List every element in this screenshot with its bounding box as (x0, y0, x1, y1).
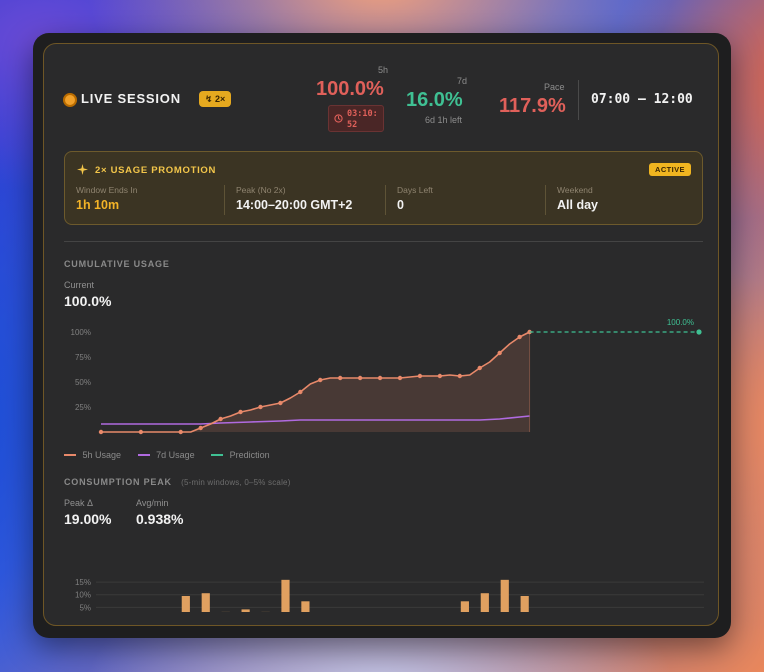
days-left-label: Days Left (397, 185, 433, 195)
five-hour-point (527, 329, 532, 335)
y-tick-label: 10% (75, 591, 91, 600)
legend-label-7d: 7d Usage (156, 449, 195, 460)
promotion-title: 2× USAGE PROMOTION (95, 165, 217, 176)
five-hour-point (238, 409, 243, 415)
promo-divider (385, 185, 386, 215)
sparkle-icon (77, 164, 88, 175)
current-label: Current (64, 280, 95, 290)
peak-delta-value: 19.00% (64, 511, 112, 527)
consumption-bar (281, 579, 290, 612)
session-time-range: 07:00 – 12:00 (591, 92, 693, 107)
y-tick-label: 50% (75, 378, 91, 387)
timer-line-1: 03:10: (347, 109, 378, 119)
consumption-peak-subtitle: (5-min windows, 0–5% scale) (181, 478, 291, 487)
five-hour-point (258, 404, 263, 410)
window-ends-value: 1h 10m (76, 198, 120, 212)
five-hour-point (318, 377, 323, 383)
consumption-bar (301, 601, 310, 612)
promo-divider (224, 185, 225, 215)
five-hour-point (517, 334, 522, 340)
five-hour-point (198, 425, 203, 431)
five-hour-point (278, 400, 283, 406)
section-divider (64, 241, 703, 242)
clock-icon (334, 114, 343, 123)
cumulative-usage-title: CUMULATIVE USAGE (64, 259, 170, 269)
five-hour-point (178, 429, 183, 435)
legend-swatch-prediction (211, 453, 224, 456)
avg-per-min-value: 0.938% (136, 511, 184, 527)
promotion-card: 2× USAGE PROMOTION ACTIVE Window Ends In… (64, 151, 703, 225)
y-tick-label: 75% (75, 353, 91, 362)
consumption-bar (241, 609, 250, 612)
weekend-label: Weekend (557, 185, 593, 195)
live-status-icon (63, 93, 77, 107)
consumption-bar (201, 593, 210, 612)
five-hour-point (397, 375, 403, 381)
consumption-bar (460, 601, 469, 612)
peak-label: Peak (No 2x) (236, 185, 286, 195)
pace-value: 117.9% (499, 95, 566, 117)
y-tick-label: 100% (71, 328, 91, 337)
usage-panel: LIVE SESSION ↯ 2× 5h 100.0% 03:10: 52 7d… (33, 33, 731, 638)
legend-label-5h: 5h Usage (82, 449, 122, 460)
days-left-value: 0 (397, 198, 404, 212)
five-hour-point (437, 373, 443, 379)
legend-swatch-5h (64, 453, 76, 456)
consumption-bar (480, 593, 489, 612)
seven-day-label: 7d (457, 76, 468, 86)
window-ends-label: Window Ends In (76, 185, 138, 195)
consumption-peak-chart: 5%10%15%07:0008:1509:3010:4512:00 (75, 578, 704, 612)
five-hour-point (417, 373, 423, 379)
consumption-bar (181, 596, 190, 612)
five-hour-point (298, 389, 303, 395)
reset-timer-badge: 03:10: 52 (328, 105, 384, 132)
y-tick-label: 25% (75, 403, 91, 412)
live-session-label: LIVE SESSION (81, 91, 181, 106)
five-hour-point (477, 365, 482, 371)
five-hour-value: 100.0% (316, 78, 384, 100)
seven-day-remaining: 6d 1h left (425, 115, 463, 125)
five-hour-point (377, 375, 383, 381)
seven-day-value: 16.0% (406, 89, 463, 111)
chart-legend: 5h Usage 7d Usage Prediction (64, 449, 270, 460)
consumption-bar (500, 579, 509, 612)
five-hour-point (218, 416, 223, 422)
promo-divider (545, 185, 546, 215)
five-hour-point (457, 373, 462, 379)
peak-value: 14:00–20:00 GMT+2 (236, 198, 353, 212)
legend-swatch-7d (137, 453, 150, 456)
usage-panel-inner: LIVE SESSION ↯ 2× 5h 100.0% 03:10: 52 7d… (43, 43, 719, 626)
five-hour-point (98, 429, 104, 435)
prediction-end-point (696, 329, 702, 335)
five-hour-point (497, 350, 502, 356)
avg-per-min-label: Avg/min (136, 498, 169, 508)
y-tick-label: 5% (79, 603, 91, 612)
multiplier-badge: ↯ 2× (199, 91, 232, 107)
weekend-value: All day (557, 198, 598, 212)
consumption-peak-title: CONSUMPTION PEAK (5-min windows, 0–5% sc… (64, 477, 291, 487)
five-hour-point (357, 375, 363, 381)
prediction-end-label: 100.0% (667, 318, 694, 327)
legend-label-prediction: Prediction (229, 449, 270, 460)
five-hour-point (138, 429, 144, 435)
cumulative-usage-chart: 25%50%75%100%07:0008:1509:3010:4512:0010… (71, 318, 702, 435)
five-hour-label: 5h (378, 65, 389, 75)
header-divider (578, 80, 579, 120)
consumption-peak-heading: CONSUMPTION PEAK (64, 477, 172, 487)
current-value: 100.0% (64, 293, 112, 309)
timer-line-2: 52 (347, 120, 358, 130)
consumption-bar (520, 596, 529, 612)
y-tick-label: 15% (75, 578, 91, 587)
promotion-status-badge: ACTIVE (649, 163, 691, 176)
peak-delta-label: Peak Δ (64, 498, 94, 508)
five-hour-point (338, 375, 343, 381)
pace-label: Pace (544, 82, 565, 92)
